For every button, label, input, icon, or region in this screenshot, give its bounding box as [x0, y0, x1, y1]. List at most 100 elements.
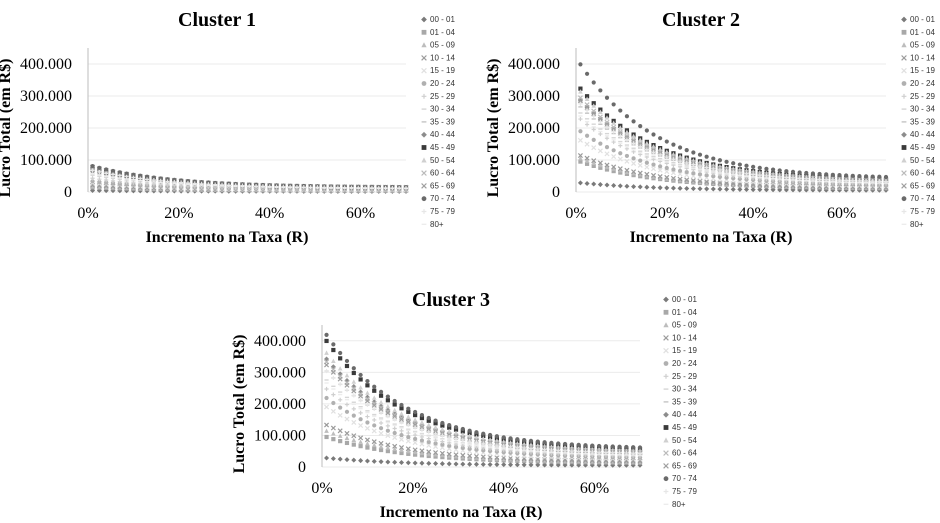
data-point [644, 173, 650, 178]
data-point [426, 422, 432, 427]
data-point [365, 383, 370, 388]
data-point [631, 133, 636, 139]
data-point [617, 156, 623, 162]
data-point [790, 169, 796, 174]
data-point [406, 430, 411, 436]
data-point [392, 443, 398, 449]
data-point [597, 443, 602, 449]
data-point [378, 399, 384, 405]
data-point [644, 143, 650, 149]
data-point [398, 460, 405, 466]
data-point [426, 418, 431, 423]
legend-marker [663, 489, 669, 494]
data-point [97, 177, 102, 182]
legend-marker [663, 437, 669, 443]
data-point [670, 170, 676, 176]
data-point [358, 398, 363, 403]
data-point [784, 169, 789, 174]
data-point [426, 442, 432, 448]
data-point [158, 176, 163, 181]
data-point [117, 173, 122, 178]
legend-marker [663, 463, 669, 469]
data-point [591, 181, 597, 187]
data-point [426, 449, 432, 455]
data-point [582, 462, 589, 468]
data-point [638, 144, 643, 149]
data-point [351, 379, 357, 384]
series-70-74 [324, 332, 643, 450]
data-point [474, 440, 479, 445]
data-point [90, 163, 95, 169]
data-point [494, 449, 499, 454]
data-point [474, 432, 479, 437]
scatter-chart-svg: Cluster 3 0 100.000 200.000 300.000 400.000 0%… [231, 289, 697, 521]
data-point [737, 186, 743, 192]
data-point [704, 173, 709, 178]
data-point [371, 400, 377, 406]
data-point [617, 183, 623, 189]
data-point [474, 455, 479, 460]
data-point [419, 460, 425, 466]
data-point [624, 153, 630, 159]
data-point [439, 429, 445, 435]
data-point [584, 161, 590, 166]
data-point [631, 170, 636, 176]
legend-marker [901, 67, 907, 74]
data-point [433, 438, 438, 443]
data-point [378, 389, 384, 394]
data-point [385, 410, 391, 416]
data-point [144, 174, 150, 179]
data-point [514, 462, 520, 468]
data-point [604, 182, 610, 188]
data-point [611, 154, 617, 160]
data-point [344, 387, 350, 393]
data-point [830, 172, 835, 177]
data-point [591, 103, 597, 108]
data-point [372, 384, 377, 389]
data-point [344, 430, 350, 436]
x-tick-label: 0% [311, 480, 332, 497]
data-point [797, 170, 802, 175]
data-point [453, 461, 459, 467]
data-point [591, 158, 597, 164]
data-point [737, 170, 742, 176]
data-point [365, 441, 370, 446]
legend-label: 30 - 34 [430, 105, 455, 114]
data-point [446, 431, 452, 437]
data-point [611, 126, 617, 132]
series-50-54 [324, 350, 643, 453]
data-point [604, 162, 610, 168]
data-point [618, 170, 623, 175]
x-tick-label: 40% [489, 480, 518, 497]
data-point [351, 370, 356, 376]
legend-label: 10 - 14 [672, 333, 697, 342]
data-point [657, 173, 663, 180]
series-80plus [324, 382, 643, 456]
data-point [131, 172, 136, 177]
data-point [604, 121, 610, 128]
data-point [603, 444, 609, 449]
data-point [447, 434, 452, 440]
legend-marker [421, 209, 427, 214]
data-point [372, 417, 377, 423]
data-point [406, 406, 411, 411]
data-point [337, 428, 343, 434]
data-point [90, 168, 95, 173]
data-point [351, 437, 357, 443]
y-tick-label: 0 [64, 184, 72, 201]
data-point [764, 173, 769, 178]
data-point [392, 430, 397, 436]
data-point [344, 382, 350, 388]
data-point [447, 443, 452, 448]
data-point [480, 455, 486, 461]
data-point [591, 114, 596, 119]
series-25-29 [324, 386, 643, 459]
data-point [419, 415, 425, 421]
data-point [598, 141, 603, 146]
legend-label: 05 - 09 [672, 321, 697, 330]
data-point [399, 420, 404, 425]
legend-label: 45 - 49 [672, 423, 697, 432]
data-point [453, 427, 459, 432]
data-point [624, 444, 629, 450]
data-point [97, 165, 102, 170]
